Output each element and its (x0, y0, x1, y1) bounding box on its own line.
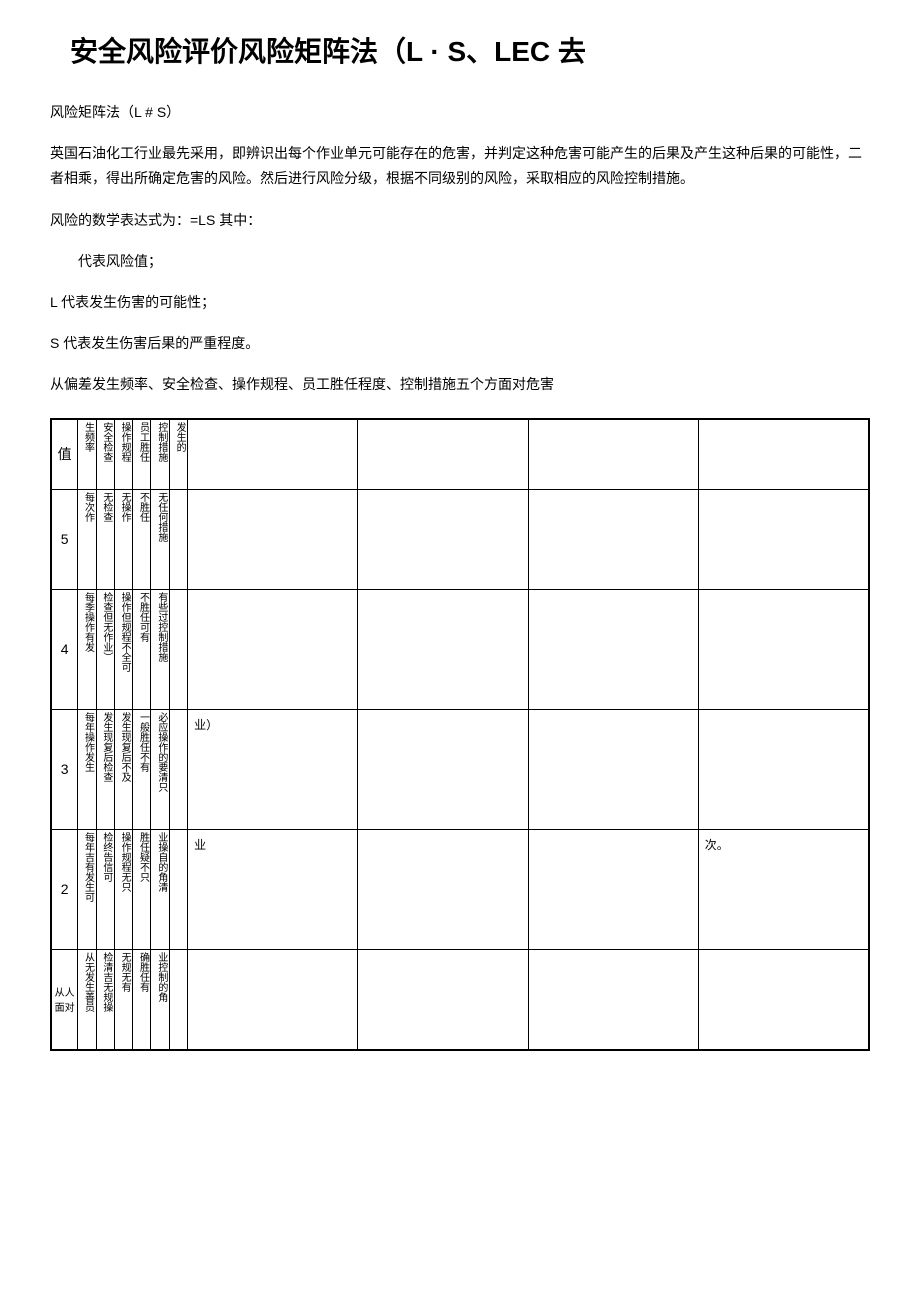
cell: 检终告信可 (96, 829, 114, 949)
val-cell: 3 (52, 709, 78, 829)
cell: 从无发生善员 (78, 949, 96, 1049)
line-s-def: S 代表发生伤害后果的严重程度。 (50, 331, 870, 356)
visible-text: 业 (194, 838, 206, 852)
page-title: 安全风险评价风险矩阵法（L · S、LEC 去 (50, 30, 870, 70)
intro-heading: 风险矩阵法（L # S） (50, 100, 870, 125)
cell (528, 589, 698, 709)
intro-paragraph: 英国石油化工行业最先采用，即辨识出每个作业单元可能存在的危害，并判定这种危害可能… (50, 141, 870, 191)
cell (698, 489, 868, 589)
cell: 有些过控制措施 (151, 589, 169, 709)
cell: 每年操作发生 (78, 709, 96, 829)
cell: 必应操作的要清只 (151, 709, 169, 829)
cell: 确胜任有 (133, 949, 151, 1049)
cell (169, 709, 187, 829)
cell: 业 (188, 829, 358, 949)
visible-text: 业） (194, 718, 218, 732)
cell: 不胜任 (133, 489, 151, 589)
header-cell: 安全检查 (96, 419, 114, 489)
val-cell: 2 (52, 829, 78, 949)
cell (169, 489, 187, 589)
cell: 操作规程无只 (114, 829, 132, 949)
cell (169, 589, 187, 709)
header-cell: 值 (52, 419, 78, 489)
table-row: 5 每次作 无检查 无操作 不胜任 无任何措施 (52, 489, 869, 589)
cell (528, 709, 698, 829)
cell (358, 489, 528, 589)
cell (188, 589, 358, 709)
table-row: 2 每年吉有发生可 检终告信可 操作规程无只 胜任疑不只 业操自的角清 业 次。 (52, 829, 869, 949)
header-cell: 员工胜任 (133, 419, 151, 489)
val-cell: 5 (52, 489, 78, 589)
cell: 无检查 (96, 489, 114, 589)
table-row: 4 每季操作有发 检查但无作业） 操作但规程不全可 不胜任可有 有些过控制措施 (52, 589, 869, 709)
cell: 操作但规程不全可 (114, 589, 132, 709)
cell (358, 949, 528, 1049)
cell (188, 949, 358, 1049)
table-row: 从人面对 从无发生善员 检清吉无规操 无规无有 确胜任有 业控制的角 (52, 949, 869, 1049)
val-cell: 从人面对 (52, 949, 78, 1049)
cell: 次。 (698, 829, 868, 949)
cell (698, 589, 868, 709)
cell: 无操作 (114, 489, 132, 589)
cell: 检清吉无规操 (96, 949, 114, 1049)
cell: 胜任疑不只 (133, 829, 151, 949)
cell (358, 829, 528, 949)
header-cell: 生频率 (78, 419, 96, 489)
header-cell (528, 419, 698, 489)
cell (169, 949, 187, 1049)
cell: 每次作 (78, 489, 96, 589)
cell (698, 949, 868, 1049)
cell: 业控制的角 (151, 949, 169, 1049)
cell (358, 589, 528, 709)
cell: 每季操作有发 (78, 589, 96, 709)
cell (528, 949, 698, 1049)
header-cell (188, 419, 358, 489)
cell (169, 829, 187, 949)
cell (358, 709, 528, 829)
cell (698, 709, 868, 829)
table-row: 3 每年操作发生 发生现复后检查 发生现复后不及 一般胜任不有 必应操作的要清只… (52, 709, 869, 829)
header-cell: 操作规程 (114, 419, 132, 489)
cell (528, 489, 698, 589)
header-cell (358, 419, 528, 489)
visible-text: 次。 (705, 838, 729, 852)
cell (188, 489, 358, 589)
line-l-def: L 代表发生伤害的可能性； (50, 290, 870, 315)
formula-line: 风险的数学表达式为：=LS 其中： (50, 208, 870, 233)
cell: 无规无有 (114, 949, 132, 1049)
risk-table: 值 生频率 安全检查 操作规程 员工胜任 控制措施 发生的 5 每次作 无检查 … (50, 418, 870, 1051)
cell: 一般胜任不有 (133, 709, 151, 829)
line-five-aspects: 从偏差发生频率、安全检查、操作规程、员工胜任程度、控制措施五个方面对危害 (50, 372, 870, 397)
cell: 业操自的角清 (151, 829, 169, 949)
cell: 检查但无作业） (96, 589, 114, 709)
cell: 无任何措施 (151, 489, 169, 589)
val-cell: 4 (52, 589, 78, 709)
cell: 发生现复后检查 (96, 709, 114, 829)
cell (528, 829, 698, 949)
line-risk-value: 代表风险值； (50, 249, 870, 274)
header-cell (698, 419, 868, 489)
cell: 每年吉有发生可 (78, 829, 96, 949)
table-header-row: 值 生频率 安全检查 操作规程 员工胜任 控制措施 发生的 (52, 419, 869, 489)
cell: 发生现复后不及 (114, 709, 132, 829)
cell: 业） (188, 709, 358, 829)
header-cell: 控制措施 (151, 419, 169, 489)
header-cell: 发生的 (169, 419, 187, 489)
cell: 不胜任可有 (133, 589, 151, 709)
